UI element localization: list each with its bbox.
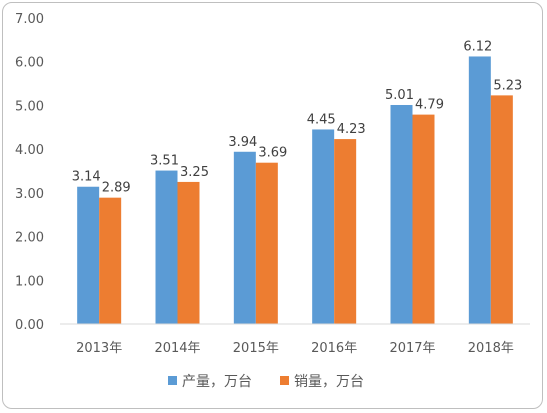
x-tick-label: 2013年 — [76, 341, 122, 356]
data-label: 5.23 — [493, 78, 522, 93]
x-tick-label: 2014年 — [154, 341, 200, 356]
data-label: 5.01 — [385, 88, 414, 103]
bar-sales — [490, 95, 513, 324]
y-tick-label: 7.00 — [15, 12, 44, 27]
bar-production — [155, 170, 178, 324]
data-label: 4.23 — [337, 122, 366, 137]
data-label: 3.25 — [180, 165, 209, 180]
legend-label: 销量，万台 — [294, 374, 364, 390]
y-tick-label: 6.00 — [15, 56, 44, 71]
y-tick-label: 0.00 — [15, 318, 44, 333]
y-tick-label: 5.00 — [15, 99, 44, 114]
data-label: 6.12 — [463, 39, 492, 54]
bar-production — [77, 186, 100, 324]
data-label: 3.69 — [258, 146, 287, 161]
bar-sales — [177, 181, 200, 324]
bar-sales — [334, 139, 357, 324]
legend-label: 产量，万台 — [182, 374, 252, 390]
data-label: 3.51 — [150, 154, 179, 169]
data-label: 2.89 — [102, 181, 131, 196]
bar-production — [390, 104, 413, 325]
bar-production — [468, 56, 491, 325]
legend: 产量，万台 销量，万台 — [168, 374, 364, 390]
bar-sales — [412, 114, 435, 324]
bars — [77, 56, 513, 325]
y-tick-label: 1.00 — [15, 274, 44, 289]
x-tick-label: 2016年 — [311, 341, 357, 356]
data-label: 4.79 — [415, 98, 444, 113]
x-axis: 2013年 2014年 2015年 2016年 2017年 2018年 — [76, 341, 514, 356]
data-labels: 3.142.89 3.513.25 3.943.69 4.454.23 5.014.79… — [72, 39, 523, 195]
y-axis: 0.00 1.00 2.00 3.00 4.00 5.00 6.00 7.00 — [15, 12, 44, 333]
bar-sales — [255, 162, 278, 324]
bar-production — [233, 151, 256, 324]
data-label: 4.45 — [307, 112, 336, 127]
x-tick-label: 2015年 — [233, 341, 279, 356]
legend-swatch — [168, 376, 177, 385]
bar-production — [312, 129, 335, 324]
legend-swatch — [280, 376, 289, 385]
y-tick-label: 2.00 — [15, 231, 44, 246]
x-tick-label: 2018年 — [468, 341, 514, 356]
x-tick-label: 2017年 — [389, 341, 435, 356]
data-label: 3.14 — [72, 170, 101, 185]
bar-sales — [99, 197, 122, 324]
data-label: 3.94 — [228, 135, 257, 150]
y-tick-label: 4.00 — [15, 143, 44, 158]
y-tick-label: 3.00 — [15, 187, 44, 202]
